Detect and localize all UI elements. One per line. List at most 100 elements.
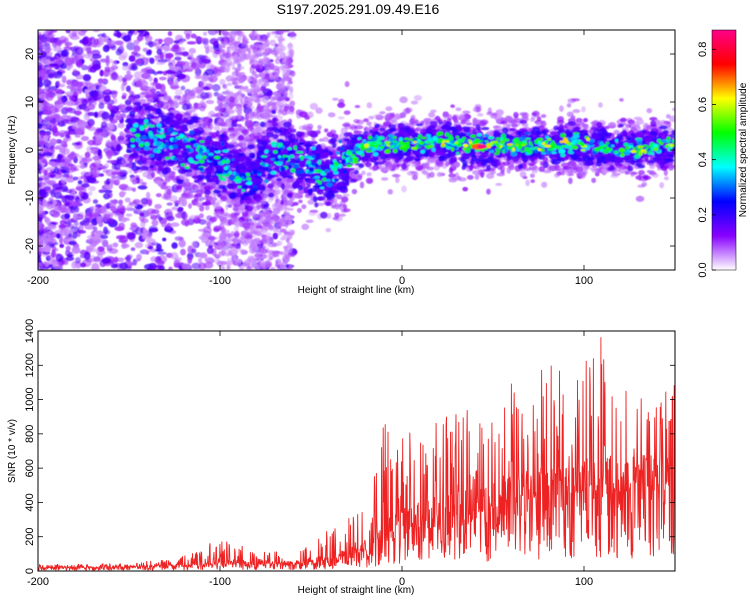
spectrogram-cell <box>472 117 478 125</box>
spectrogram-cell <box>47 224 57 230</box>
spectrogram-cell <box>474 174 480 180</box>
spectrogram-cell <box>236 116 244 120</box>
spectrogram-cell <box>48 63 59 67</box>
spectrogram-cell <box>80 135 90 142</box>
spectrogram-cell <box>64 41 73 47</box>
spectrogram-cell <box>633 116 643 120</box>
spectrogram-cell <box>554 164 560 171</box>
spectrogram-cell <box>267 49 273 53</box>
spectrogram-cell <box>192 87 199 95</box>
spectrogram-cell <box>46 37 54 42</box>
spectrogram-cell <box>163 37 174 45</box>
spectrogram-cell <box>529 173 535 178</box>
spectrogram-cell <box>532 110 540 118</box>
spectrogram-cell <box>219 55 224 60</box>
spectrogram-cell <box>262 110 267 114</box>
spectrogram-cell <box>116 31 122 39</box>
spectrogram-cell <box>122 51 128 59</box>
spectrogram-cell <box>168 266 173 270</box>
spectrogram-cell <box>45 217 51 225</box>
spectrogram-cell <box>282 90 288 96</box>
spectrogram-cell <box>204 68 215 76</box>
spectrogram-cell <box>44 177 51 183</box>
spectrogram-cell <box>450 104 456 108</box>
spectrogram-cell <box>233 32 237 36</box>
spectrogram-cell <box>166 215 175 222</box>
spectrogram-cell <box>286 199 294 206</box>
spectrogram-cell <box>176 73 187 80</box>
spectrogram-cell <box>100 165 108 170</box>
spectrogram-cell <box>354 104 361 109</box>
spectrogram-cell <box>290 31 296 36</box>
spectrogram-cell <box>55 104 64 109</box>
spectrogram-cell <box>282 221 286 228</box>
spectrogram-cell <box>221 30 229 35</box>
spectrogram-cell <box>56 233 61 239</box>
spectrogram-cell <box>188 53 194 58</box>
spectrogram-cell <box>55 253 64 262</box>
spectrogram-cell <box>141 181 147 186</box>
spectrogram-cell <box>250 82 256 88</box>
spectrogram-cell <box>477 112 484 117</box>
spectrogram-cell <box>239 85 245 90</box>
spectrogram-cell <box>107 41 118 45</box>
spectrogram-cell <box>106 218 116 225</box>
spectrogram-cell <box>174 202 179 207</box>
spectrogram-cell <box>87 37 93 42</box>
spectrogram-cell <box>290 71 295 76</box>
spectrogram-cell <box>225 89 230 93</box>
spectrogram-heatmap <box>38 30 675 270</box>
spectrogram-cell <box>222 85 228 90</box>
spectrogram-cell <box>38 223 44 232</box>
spectrogram-cell <box>84 89 89 94</box>
spectrogram-cell <box>200 92 210 100</box>
spectrogram-cell <box>145 191 151 200</box>
spectrogram-cell <box>150 256 158 263</box>
spectrogram-cell <box>180 248 186 256</box>
spectrogram-cell <box>229 38 236 44</box>
spectrogram-cell <box>115 145 123 151</box>
spectrogram-cell <box>665 114 671 119</box>
spectrogram-cell <box>131 178 138 185</box>
spectrogram-cell <box>236 30 242 35</box>
spectrogram-cell <box>88 185 96 192</box>
spectrogram-cell <box>624 171 630 175</box>
spectrogram-cell <box>214 106 219 112</box>
spectrogram-cell <box>80 164 86 169</box>
spectrogram-cell <box>274 198 281 204</box>
spectrogram-cell <box>238 264 245 270</box>
spectrogram-cell <box>187 256 193 264</box>
spectrogram-cell <box>245 75 252 81</box>
spectrogram-cell <box>151 219 159 227</box>
spectrogram-cell <box>267 235 273 242</box>
spectrogram-cell <box>239 65 245 70</box>
spectrogram-cell <box>187 191 194 195</box>
spectrogram-cell <box>133 45 141 53</box>
spectrogram-cell <box>88 99 97 107</box>
spectrogram-cell <box>273 252 280 258</box>
spectrogram-cell <box>207 235 216 241</box>
spectrogram-cell <box>241 39 248 45</box>
spectrogram-cell <box>73 176 79 181</box>
spectrogram-cell <box>144 66 153 74</box>
spectrogram-cell <box>156 61 165 66</box>
spectrogram-cell <box>181 262 192 270</box>
spectrogram-cell <box>260 233 265 238</box>
spectrogram-cell <box>270 266 275 270</box>
spectrogram-cell <box>181 212 186 220</box>
spectrogram-cell <box>132 198 141 205</box>
spectrogram-cell <box>198 262 207 270</box>
spectrogram-cell <box>82 217 91 223</box>
spectrogram-cell <box>126 70 131 75</box>
spectrogram-cell <box>226 82 233 87</box>
spectrogram-cell <box>373 113 382 118</box>
spectrogram-cell <box>258 256 263 261</box>
spectrogram-cell <box>227 233 232 239</box>
spectrogram-cell <box>247 96 252 102</box>
spectrogram-cell <box>55 139 63 144</box>
spectrogram-cell <box>68 152 78 160</box>
spectrogram-cell <box>127 30 133 37</box>
spectrogram-cell <box>129 227 136 231</box>
spectrogram-cell <box>248 51 253 59</box>
spectrogram-cell <box>171 242 178 249</box>
